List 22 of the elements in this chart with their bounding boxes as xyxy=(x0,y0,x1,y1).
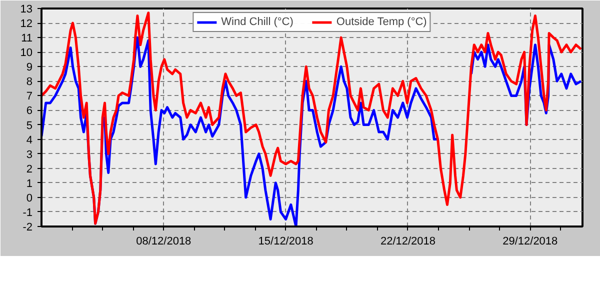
y-tick-label: -1 xyxy=(22,206,32,219)
legend-label: Wind Chill (°C) xyxy=(221,16,294,28)
legend-label: Outside Temp (°C) xyxy=(336,16,427,28)
y-tick-label: 10 xyxy=(20,47,33,60)
y-tick-label: 8 xyxy=(26,76,33,88)
y-tick-label: -2 xyxy=(22,222,32,234)
x-tick-label: 29/12/2018 xyxy=(502,236,558,248)
y-tick-label: 13 xyxy=(20,4,33,16)
y-tick-label: 4 xyxy=(26,134,33,146)
y-tick-label: 6 xyxy=(26,105,33,118)
y-tick-label: 9 xyxy=(26,62,33,74)
x-tick-label: 15/12/2018 xyxy=(258,236,314,248)
y-tick-label: 12 xyxy=(20,18,33,30)
y-tick-label: 2 xyxy=(26,163,33,176)
y-tick-label: 7 xyxy=(26,90,33,103)
y-tick-label: 1 xyxy=(26,178,33,190)
y-tick-label: 5 xyxy=(26,120,33,132)
y-tick-label: 11 xyxy=(21,32,33,45)
y-tick-label: 0 xyxy=(26,192,33,204)
y-tick-label: 3 xyxy=(26,148,33,161)
x-tick-label: 08/12/2018 xyxy=(136,236,192,248)
x-tick-label: 22/12/2018 xyxy=(380,236,436,248)
